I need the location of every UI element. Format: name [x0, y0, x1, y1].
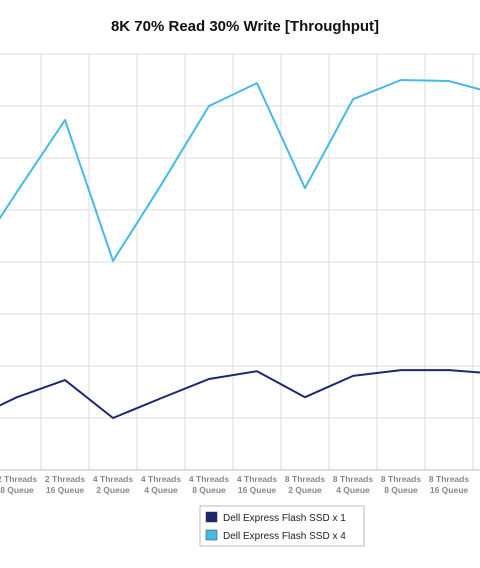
x-tick-label: 2 Queue: [288, 485, 322, 495]
legend: [199, 505, 365, 547]
x-tick-label: 8 Queue: [384, 485, 418, 495]
x-tick-label: 4 Queue: [144, 485, 178, 495]
x-tick-label: 2 Queue: [96, 485, 130, 495]
legend-swatch: [205, 511, 218, 523]
series-line: [0, 79, 480, 262]
series-line: [0, 369, 480, 419]
x-tick-label: 8 Threads: [285, 474, 325, 484]
x-tick-label: 4 Threads: [237, 474, 277, 484]
x-tick-label: 16 Queue: [46, 485, 85, 495]
x-tick-label: 4 Threads: [93, 474, 133, 484]
x-tick-label: 4 Threads: [189, 474, 229, 484]
x-tick-label: 16 Queue: [238, 485, 277, 495]
legend-label: Dell Express Flash SSD x 1: [223, 513, 346, 524]
x-tick-label: 8 Threads: [333, 474, 373, 484]
x-tick-label: 2 Threads: [0, 474, 37, 484]
x-tick-label: 4 Threads: [141, 474, 181, 484]
x-tick-label: 2 Threads: [45, 474, 85, 484]
legend-label: Dell Express Flash SSD x 4: [223, 531, 346, 542]
chart-title: 8K 70% Read 30% Write [Throughput]: [111, 18, 379, 35]
x-tick-label: 4 Queue: [336, 485, 370, 495]
x-tick-label: 8 Queue: [192, 485, 226, 495]
legend-swatch: [205, 529, 218, 541]
x-tick-label: 8 Threads: [429, 474, 469, 484]
x-tick-label: 8 Threads: [381, 474, 421, 484]
x-tick-label: 8 Queue: [0, 485, 34, 495]
x-tick-label: 16 Queue: [430, 485, 469, 495]
